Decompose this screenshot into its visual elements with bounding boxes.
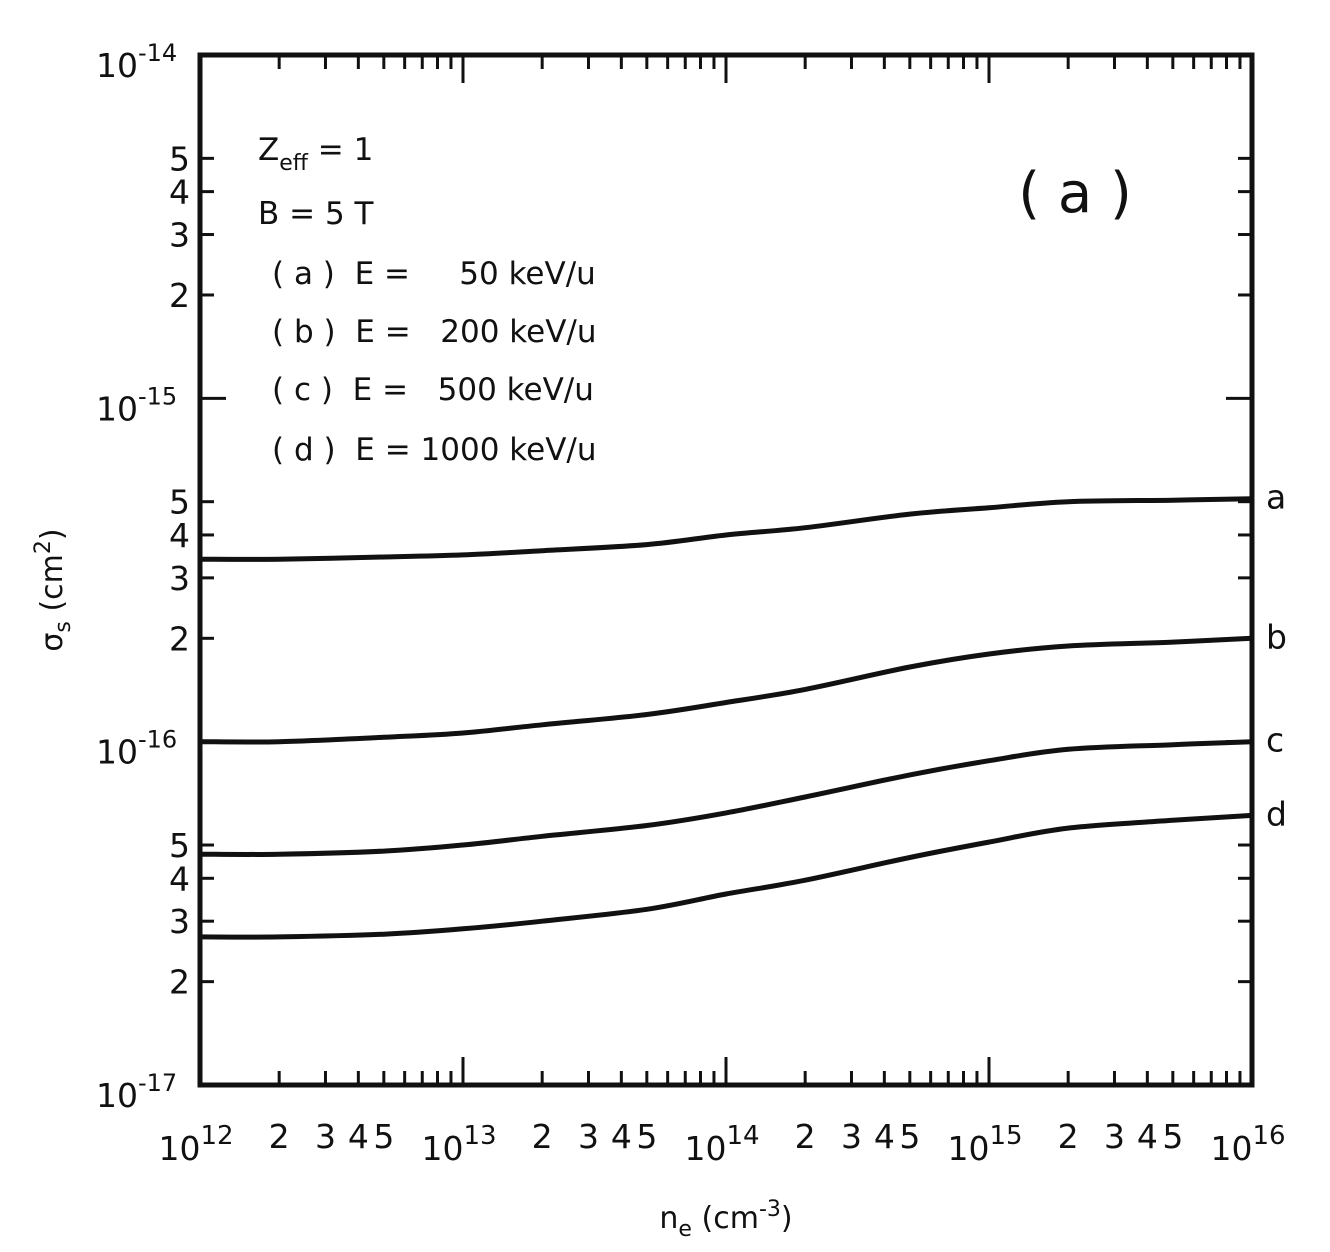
x-minor-label: 5 [1162,1117,1183,1156]
x-minor-label: 3 [1104,1117,1125,1156]
series-label-b: b [1266,617,1287,656]
series-line-c [197,739,1255,857]
series-label-c: c [1266,721,1284,760]
x-minor-label: 3 [841,1117,862,1156]
x-minor-label: 4 [874,1117,895,1156]
x-minor-label: 4 [1137,1117,1158,1156]
y-minor-label: 3 [169,902,190,941]
y-minor-label: 4 [169,516,190,555]
y-minor-label: 2 [169,619,190,658]
x-minor-label: 4 [348,1117,369,1156]
x-tick-label: 1012 [158,1121,233,1168]
y-tick-label: 10-17 [96,1069,177,1115]
series-label-a: a [1266,478,1286,517]
y-minor-label: 4 [169,173,190,212]
annotation-field: B = 5 T [258,196,375,232]
y-minor-label: 2 [169,276,190,315]
x-minor-label: 2 [532,1117,553,1156]
x-minor-label: 5 [636,1117,657,1156]
x-minor-label: 3 [315,1117,336,1156]
ticks [198,53,1254,1087]
annotation-zeff: Zeff = 1 [258,132,373,176]
x-minor-label: 5 [373,1117,394,1156]
curves [197,496,1255,940]
y-axis-label: σs (cm2) [31,528,76,651]
series-label-d: d [1266,794,1287,833]
x-minor-label: 2 [1058,1117,1079,1156]
y-minor-label: 3 [169,216,190,255]
x-tick-label: 1015 [947,1121,1022,1168]
x-tick-label: 1014 [684,1121,759,1168]
x-tick-label: 1013 [421,1121,496,1168]
y-tick-label: 10-14 [96,39,177,85]
y-tick-label: 10-15 [96,382,177,428]
x-tick-label: 1016 [1210,1121,1285,1168]
annotation-energy-b: ( b ) E = 200 keV/u [272,314,597,350]
annotation-energy-c: ( c ) E = 500 keV/u [272,372,594,408]
y-minor-label: 3 [169,559,190,598]
y-minor-label: 5 [169,826,190,865]
annotation-block: Zeff = 1 B = 5 T ( a ) E = 50 keV/u ( b … [258,132,597,468]
panel-label: ( a ) [1018,161,1132,226]
x-axis-label: ne (cm-3) [659,1197,792,1242]
y-minor-label: 2 [169,963,190,1002]
annotation-energy-d: ( d ) E = 1000 keV/u [272,432,597,468]
y-minor-label: 5 [169,139,190,178]
x-minor-label: 4 [611,1117,632,1156]
x-minor-label: 2 [269,1117,290,1156]
series-line-d [197,812,1255,940]
series-line-b [197,635,1255,745]
x-minor-label: 2 [795,1117,816,1156]
series-line-a [197,496,1255,562]
y-minor-label: 4 [169,859,190,898]
y-tick-label: 10-16 [96,726,177,772]
x-minor-label: 5 [899,1117,920,1156]
annotation-energy-a: ( a ) E = 50 keV/u [272,256,596,292]
x-minor-label: 3 [578,1117,599,1156]
y-minor-label: 5 [169,483,190,522]
